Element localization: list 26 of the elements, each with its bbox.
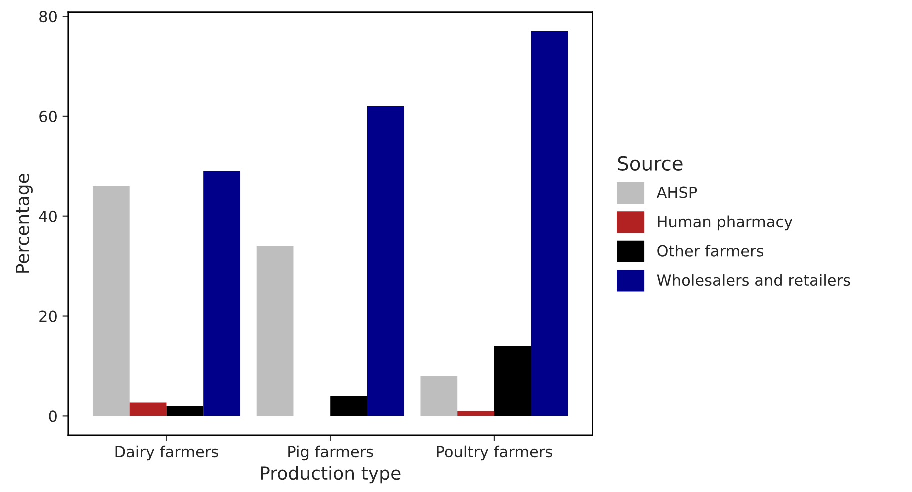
legend-label: Wholesalers and retailers: [657, 274, 850, 286]
bar: [531, 32, 568, 416]
x-tick-label: Dairy farmers: [116, 446, 218, 461]
x-tick-label: Pig farmers: [288, 446, 374, 461]
bar: [92, 186, 130, 416]
x-tick-label: Poultry farmers: [437, 446, 552, 461]
bar: [256, 246, 294, 416]
y-tick-label: 60: [40, 110, 57, 122]
legend-label: Human pharmacy: [658, 216, 793, 231]
y-tick-label: 20: [40, 310, 57, 322]
legend-label: Other farmers: [658, 245, 764, 257]
x-axis-title: Production type: [261, 466, 401, 484]
y-axis-title: Percentage: [16, 174, 33, 273]
y-tick-label: 80: [40, 11, 57, 23]
bar: [494, 346, 532, 416]
bar: [420, 376, 458, 416]
bar: [330, 396, 368, 416]
bar: [367, 106, 404, 416]
legend-title: Source: [618, 156, 683, 171]
legend-label: AHSP: [656, 186, 698, 198]
bar: [166, 406, 204, 416]
y-tick-label: 40: [39, 210, 57, 222]
bar: [130, 402, 167, 416]
bar: [204, 171, 240, 416]
bar: [458, 411, 494, 416]
y-tick-label: 0: [49, 410, 57, 422]
